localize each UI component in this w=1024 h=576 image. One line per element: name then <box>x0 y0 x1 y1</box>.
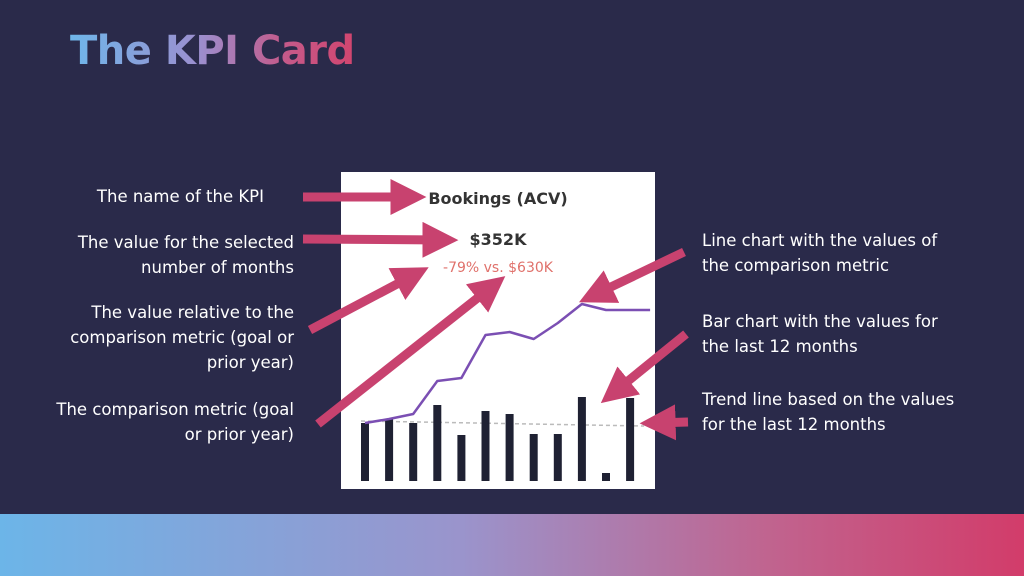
bar-1 <box>361 423 369 481</box>
kpi-comparison: -79% vs. $630K <box>443 260 553 276</box>
kpi-chart <box>360 302 651 481</box>
bar-2 <box>385 419 394 481</box>
kpi-title: Bookings (ACV) <box>428 189 568 208</box>
bar-4 <box>433 405 442 481</box>
bar-9 <box>553 434 562 481</box>
kpi-value: $352K <box>469 230 527 249</box>
bar-12 <box>626 398 635 481</box>
bar-3 <box>409 423 418 481</box>
gradient-footer-bar <box>0 514 1024 576</box>
arrow-trend-line <box>639 404 689 441</box>
slide-title: The KPI Card <box>70 28 355 74</box>
bar-7 <box>505 414 514 481</box>
label-bar-chart: Bar chart with the values for the last 1… <box>702 312 938 356</box>
label-trend-line: Trend line based on the values for the l… <box>702 390 955 434</box>
trend-line <box>360 420 645 427</box>
bar-5 <box>457 435 466 481</box>
label-line-chart: Line chart with the values of the compar… <box>702 231 938 275</box>
label-kpi-name: The name of the KPI <box>96 187 264 206</box>
label-comparison-metric: The comparison metric (goal or prior yea… <box>56 400 294 444</box>
bar-6 <box>481 411 490 481</box>
label-selected-value: The value for the selected number of mon… <box>77 233 294 277</box>
comparison-line <box>364 302 651 425</box>
bar-11 <box>602 473 610 481</box>
kpi-card: Bookings (ACV) $352K -79% vs. $630K <box>341 172 655 489</box>
bar-8 <box>529 434 538 481</box>
bar-10 <box>577 397 586 481</box>
label-relative-value: The value relative to the comparison met… <box>70 303 294 372</box>
